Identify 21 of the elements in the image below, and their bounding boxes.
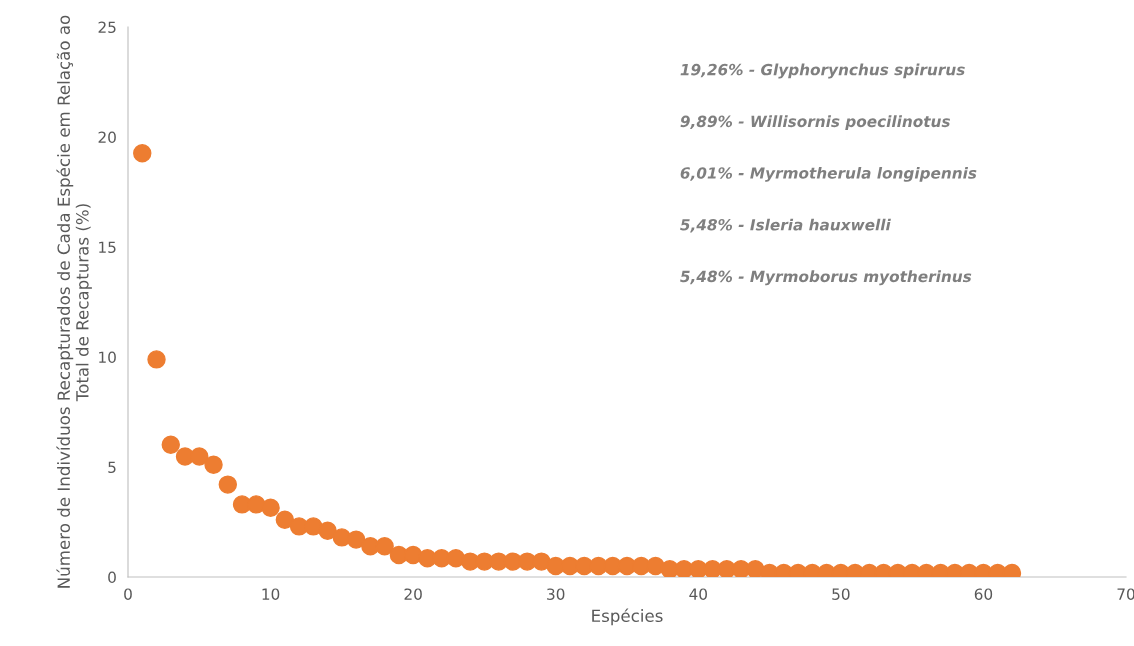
x-tick-label: 20 [404, 588, 422, 600]
x-tick-label: 70 [1117, 588, 1134, 600]
y-tick-label: 20 [98, 131, 116, 144]
y-tick-label: 25 [98, 21, 116, 34]
x-tick-label: 30 [547, 588, 565, 600]
annotation: 19,26% - Glyphorynchus spirurus [680, 63, 965, 79]
y-tick-label: 15 [99, 241, 116, 254]
annotation: 5,48% - Myrmoborus myotherinus [680, 270, 972, 286]
y-axis-title: Número de Indivíduos Recapturados de Cada Espécie em Relação ao Total de Recapturas (%) [56, 15, 92, 588]
x-tick-label: 50 [832, 588, 850, 600]
annotation: 5,48% - Isleria hauxwelli [680, 218, 891, 233]
x-axis-title: Espécies [592, 608, 663, 626]
y-tick-label: 10 [99, 351, 116, 364]
x-tick-label: 10 [262, 588, 280, 600]
y-tick-label: 5 [108, 461, 116, 474]
x-tick-label: 40 [689, 588, 707, 600]
x-tick-label: 60 [974, 588, 993, 600]
y-tick-label: 0 [108, 571, 116, 584]
annotation: 6,01% - Myrmotherula longipennis [680, 166, 977, 182]
annotation: 9,89% - Willisornis poecilinotus [680, 115, 950, 131]
x-tick-label: 0 [124, 588, 132, 600]
